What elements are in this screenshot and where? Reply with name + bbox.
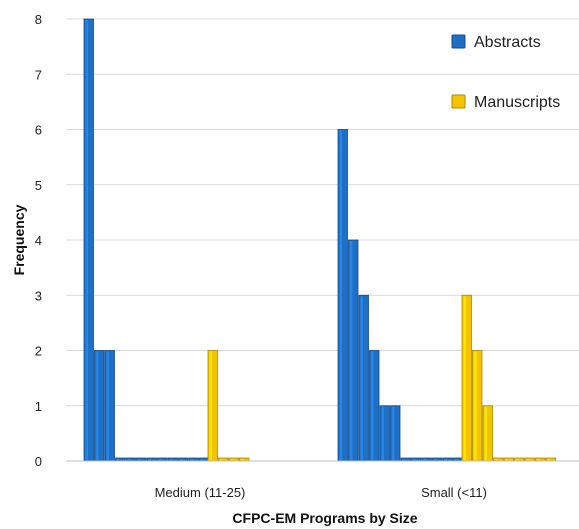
- y-tick-label: 5: [35, 178, 42, 193]
- bar-abstracts: [390, 405, 401, 462]
- x-category-label: Small (<11): [421, 485, 487, 500]
- y-tick-label: 0: [35, 454, 42, 469]
- y-tick-label: 2: [35, 344, 42, 359]
- x-category-label: Medium (11-25): [155, 485, 246, 500]
- bar-abstracts: [94, 350, 105, 462]
- legend-item-abstracts: Abstracts: [451, 34, 541, 51]
- legend-item-manuscripts: Manuscripts: [451, 94, 560, 111]
- bar-manuscripts: [472, 350, 483, 462]
- x-axis-title: CFPC-EM Programs by Size: [232, 510, 417, 526]
- legend-label-manuscripts: Manuscripts: [474, 94, 560, 111]
- bar-abstracts: [337, 129, 348, 462]
- x-axis-categories: Medium (11-25) Small (<11): [155, 485, 487, 500]
- bar-abstracts: [369, 350, 380, 462]
- y-tick-label: 7: [35, 67, 42, 82]
- bar-manuscripts: [482, 405, 493, 462]
- gridlines: [66, 18, 579, 407]
- y-tick-label: 6: [35, 123, 42, 138]
- legend-swatch-manuscripts: [451, 94, 466, 109]
- y-tick-label: 4: [35, 233, 42, 248]
- bar-abstracts: [104, 350, 115, 462]
- legend-label-abstracts: Abstracts: [474, 34, 541, 51]
- y-tick-label: 8: [35, 12, 42, 27]
- bar-abstracts: [348, 239, 359, 462]
- y-tick-label: 3: [35, 288, 42, 303]
- bar-abstracts: [358, 294, 369, 462]
- legend: Abstracts Manuscripts: [451, 34, 560, 111]
- y-tick-label: 1: [35, 399, 42, 414]
- legend-swatch-abstracts: [451, 34, 466, 49]
- bar-manuscripts: [461, 294, 472, 462]
- bar-manuscripts: [207, 350, 218, 462]
- y-axis-title: Frequency: [11, 204, 27, 275]
- y-axis-ticks: 0 1 2 3 4 5 6 7 8: [35, 12, 42, 469]
- bar-abstracts: [379, 405, 390, 462]
- bars: [83, 18, 556, 462]
- bar-abstracts: [83, 18, 94, 462]
